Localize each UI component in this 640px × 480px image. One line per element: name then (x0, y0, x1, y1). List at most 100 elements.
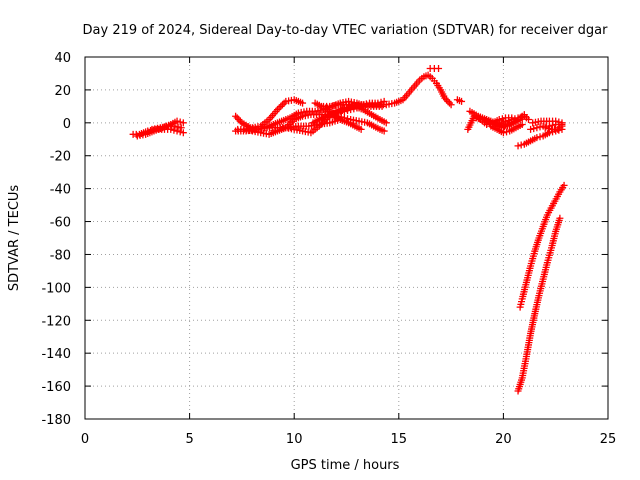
data-point-marker (277, 102, 285, 110)
y-tick-label: -40 (50, 183, 71, 198)
data-point-marker (280, 99, 288, 107)
data-point-marker (527, 125, 535, 133)
data-point-marker (344, 106, 352, 114)
data-point-marker (500, 123, 508, 131)
data-point-marker (555, 118, 563, 126)
data-point-marker (503, 128, 511, 136)
axis-ticks: 40 20 0 -20 -40 -60 -80 -100 -120 -140 -160 -180 0 5 1… (41, 51, 616, 447)
x-tick-label: 15 (391, 432, 408, 447)
data-point-marker (475, 115, 483, 123)
data-point-marker (441, 94, 449, 102)
x-tick-label: 5 (185, 432, 193, 447)
data-point-marker (558, 122, 566, 130)
data-point-marker (322, 112, 330, 120)
y-tick-label: -100 (41, 281, 71, 296)
data-point-marker (380, 127, 388, 135)
data-point-marker (171, 122, 179, 130)
data-point-marker (236, 117, 244, 125)
data-point-marker (536, 123, 544, 131)
data-point-marker (232, 112, 240, 120)
x-tick-label: 20 (495, 432, 512, 447)
data-point-marker (530, 125, 538, 133)
data-point-marker (319, 119, 327, 127)
chart-title: Day 219 of 2024, Sidereal Day-to-day VTE… (83, 23, 609, 38)
data-point-marker (176, 118, 184, 126)
data-point-marker (378, 102, 386, 110)
data-point-marker (472, 114, 480, 122)
data-point-marker (501, 117, 509, 125)
data-point-marker (299, 99, 307, 107)
data-point-marker (447, 101, 455, 109)
data-point-marker (514, 114, 522, 122)
y-tick-label: -180 (41, 413, 71, 428)
y-tick-label: 0 (63, 117, 71, 132)
data-point-marker (173, 117, 181, 125)
data-point-marker (273, 106, 281, 114)
x-tick-label: 25 (600, 432, 617, 447)
data-point-marker (508, 116, 516, 124)
data-point-marker (177, 124, 185, 132)
data-point-marker (541, 124, 549, 132)
data-point-marker (486, 118, 494, 126)
data-point-marker (552, 117, 560, 125)
data-point-marker (514, 142, 522, 150)
plot-frame (84, 56, 609, 420)
data-point-marker (357, 125, 365, 133)
data-point-marker (533, 124, 541, 132)
data-point-marker (435, 65, 443, 73)
data-point-marker (444, 97, 452, 105)
data-point-marker (347, 106, 355, 114)
data-point-marker (483, 117, 491, 125)
y-tick-label: -60 (50, 216, 71, 231)
data-point-marker (174, 123, 182, 131)
data-point-marker (289, 117, 297, 125)
data-point-marker (374, 99, 382, 107)
data-marks (129, 65, 568, 395)
data-point-marker (176, 128, 184, 136)
data-point-marker (362, 100, 370, 108)
data-point-marker (235, 116, 243, 124)
data-point-marker (556, 214, 564, 222)
data-point-marker (233, 114, 241, 122)
data-point-marker (533, 134, 541, 142)
data-point-marker (446, 99, 454, 107)
data-point-marker (344, 115, 352, 123)
data-point-marker (442, 96, 450, 104)
y-axis-label: SDTVAR / TECUs (7, 185, 22, 292)
data-point-marker (317, 120, 325, 128)
data-point-marker (499, 129, 507, 137)
data-point-marker (517, 141, 525, 149)
data-point-marker (478, 116, 486, 124)
y-tick-label: 20 (54, 84, 71, 99)
data-point-marker (179, 129, 187, 137)
x-tick-label: 0 (81, 432, 89, 447)
data-point-marker (334, 112, 342, 120)
data-point-marker (525, 116, 533, 124)
y-tick-label: -20 (50, 150, 71, 165)
data-point-marker (511, 115, 519, 123)
y-tick-label: -160 (41, 380, 71, 395)
data-point-marker (560, 181, 568, 189)
data-point-marker (275, 104, 283, 112)
data-point-marker (278, 101, 286, 109)
data-point-marker (179, 119, 187, 127)
data-point-marker (337, 113, 345, 121)
data-point-marker (517, 113, 525, 121)
data-point-marker (518, 120, 526, 128)
x-tick-label: 10 (286, 432, 303, 447)
data-point-marker (458, 97, 466, 105)
y-tick-label: -140 (41, 347, 71, 362)
data-point-marker (382, 119, 390, 127)
data-point-marker (377, 98, 385, 106)
data-point-marker (536, 133, 544, 141)
data-point-marker (315, 122, 323, 130)
data-point-marker (380, 97, 388, 105)
data-point-marker (505, 116, 513, 124)
data-point-marker (340, 114, 348, 122)
data-point-marker (170, 126, 178, 134)
x-axis-label: GPS time / hours (291, 458, 400, 473)
data-point-marker (340, 107, 348, 115)
data-point-marker (287, 119, 295, 127)
data-point-marker (544, 125, 552, 133)
